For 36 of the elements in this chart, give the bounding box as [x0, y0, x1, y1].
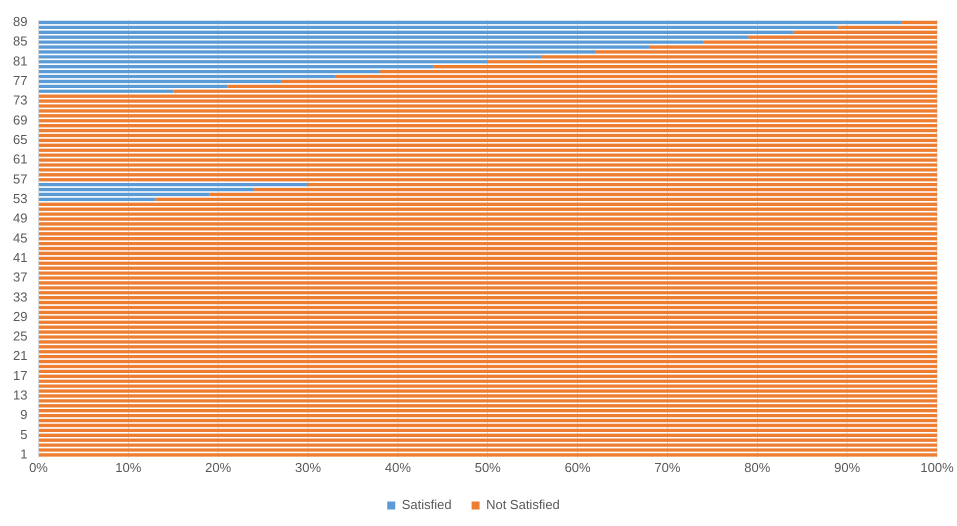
y-tick-label: 29 [12, 308, 28, 324]
y-tick-label: 45 [12, 230, 28, 246]
y-tick-label: 5 [20, 426, 28, 442]
x-tick-label: 90% [834, 460, 861, 475]
x-tick-label: 20% [205, 460, 232, 475]
x-tick-label: 100% [920, 460, 954, 475]
y-tick-label: 77 [12, 73, 28, 88]
y-tick-label: 81 [12, 53, 28, 68]
x-tick-label: 0% [29, 460, 48, 475]
x-tick-label: 80% [744, 460, 771, 475]
y-tick-label: 49 [12, 210, 28, 226]
y-tick-label: 13 [12, 388, 28, 403]
legend-label: Not Satisfied [486, 497, 560, 512]
y-tick-label: 89 [12, 14, 28, 30]
x-tick-label: 70% [654, 460, 681, 475]
y-tick-label: 41 [12, 250, 28, 265]
x-tick-label: 30% [295, 460, 322, 475]
x-tick-label: 10% [115, 460, 142, 475]
y-tick-label: 65 [12, 132, 28, 147]
y-tick-label: 85 [12, 34, 28, 49]
y-tick-label: 1 [20, 446, 28, 462]
y-tick-label: 25 [12, 328, 28, 344]
y-tick-label: 21 [12, 348, 28, 364]
x-tick-label: 60% [564, 460, 592, 475]
x-tick-label: 50% [474, 460, 502, 475]
x-tick-label: 40% [384, 460, 412, 475]
y-tick-label: 73 [12, 92, 28, 108]
y-tick-label: 37 [12, 270, 28, 285]
y-tick-label: 53 [12, 190, 28, 206]
y-tick-label: 33 [12, 289, 28, 304]
y-tick-label: 57 [12, 171, 28, 186]
legend-label: Satisfied [402, 497, 452, 512]
y-tick-label: 69 [12, 112, 28, 128]
y-tick-label: 61 [12, 152, 28, 167]
y-tick-label: 17 [12, 368, 28, 383]
y-tick-label: 9 [20, 407, 28, 422]
